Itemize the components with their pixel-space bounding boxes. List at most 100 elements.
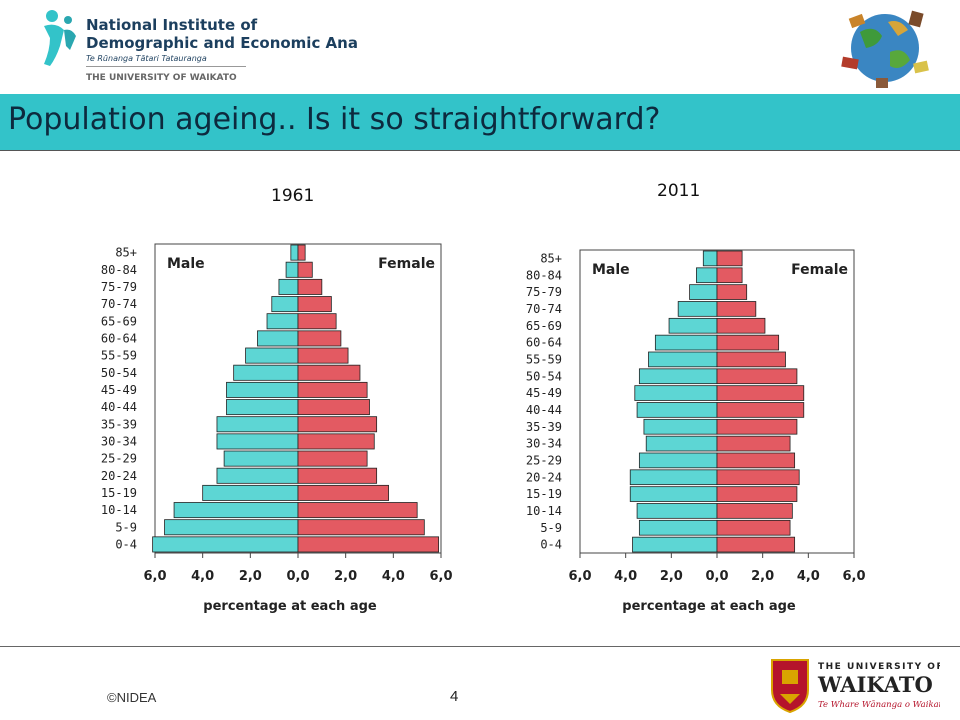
male-bar-20-24	[629, 469, 718, 486]
male-bar-65-69	[266, 313, 299, 330]
x-tick-label: 2,0	[660, 569, 683, 584]
male-bar-75-79	[278, 278, 299, 295]
female-bar-60-64	[297, 330, 342, 347]
female-bar-0-4	[716, 536, 796, 553]
age-label: 60-64	[101, 331, 137, 345]
female-bar-85+	[716, 250, 743, 267]
female-bar-5-9	[297, 519, 425, 536]
age-label: 20-24	[101, 469, 137, 483]
female-bar-50-54	[297, 364, 361, 381]
male-bar-70-74	[677, 301, 718, 317]
slide-title: Population ageing.. Is it so straightfor…	[8, 102, 661, 137]
male-bar-25-29	[223, 450, 299, 467]
female-bar-60-64	[716, 334, 780, 351]
male-bar-20-24	[216, 467, 299, 484]
male-bar-10-14	[173, 502, 299, 519]
female-bar-70-74	[716, 301, 757, 317]
female-bar-80-84	[716, 267, 743, 284]
chart-2011-title: 2011	[657, 181, 701, 201]
female-bar-0-4	[297, 536, 440, 553]
age-label: 25-29	[526, 453, 562, 467]
male-bar-80-84	[696, 267, 718, 284]
age-label: 45-49	[526, 386, 562, 400]
age-label: 40-44	[526, 403, 562, 417]
age-label: 5-9	[115, 520, 137, 534]
female-bar-40-44	[297, 399, 370, 416]
female-bar-15-19	[716, 486, 798, 502]
age-label: 70-74	[526, 302, 562, 316]
male-bar-40-44	[636, 402, 718, 418]
x-tick-label: 2,0	[239, 569, 262, 584]
x-tick-label: 2,0	[751, 569, 774, 584]
x-tick-label: 6,0	[143, 569, 166, 584]
x-tick-label: 6,0	[568, 569, 591, 584]
male-bar-40-44	[226, 399, 299, 416]
male-bar-10-14	[636, 503, 718, 519]
female-bar-10-14	[716, 503, 793, 519]
age-label: 40-44	[101, 400, 137, 414]
male-bar-60-64	[257, 330, 299, 347]
female-bar-40-44	[716, 402, 805, 418]
x-tick-label: 4,0	[614, 569, 637, 584]
male-bar-5-9	[164, 519, 299, 536]
female-bar-85+	[297, 244, 306, 261]
male-bar-0-4	[632, 536, 718, 553]
female-bar-20-24	[297, 467, 378, 484]
age-label: 30-34	[101, 434, 137, 448]
age-label: 10-14	[526, 504, 562, 518]
title-bar: Population ageing.. Is it so straightfor…	[0, 94, 960, 150]
age-label: 15-19	[526, 487, 562, 501]
age-label: 10-14	[101, 503, 137, 517]
female-bar-5-9	[716, 519, 791, 536]
age-label: 35-39	[101, 417, 137, 431]
pyramid-1961: 0-4 5-9 10-14 15-19 20-24 25-29 30-34 35-39 40-4…	[101, 243, 453, 614]
chart-1961-title: 1961	[271, 186, 315, 206]
age-label: 30-34	[526, 437, 562, 451]
female-bar-15-19	[297, 484, 389, 501]
university-line1: THE UNIVERSITY OF	[818, 662, 940, 672]
male-bar-50-54	[638, 368, 718, 385]
male-bar-25-29	[638, 452, 718, 469]
age-label: 50-54	[101, 366, 137, 380]
male-bar-85+	[702, 250, 718, 267]
age-label: 75-79	[101, 280, 137, 294]
page-number: 4	[450, 688, 459, 705]
female-bar-75-79	[297, 278, 323, 295]
age-label: 0-4	[115, 537, 137, 551]
x-tick-label: 0,0	[705, 569, 728, 584]
logo-divider	[86, 66, 246, 67]
male-bar-35-39	[643, 418, 718, 435]
male-bar-0-4	[152, 536, 299, 553]
male-bar-55-59	[648, 351, 718, 368]
age-label: 55-59	[101, 349, 137, 363]
age-label: 85+	[540, 251, 562, 265]
org-line1: National Institute of	[86, 16, 258, 34]
female-bar-65-69	[297, 313, 337, 330]
female-bar-65-69	[716, 317, 766, 334]
male-label: Male	[167, 256, 205, 272]
male-bar-15-19	[202, 484, 299, 501]
org-university: THE UNIVERSITY OF WAIKATO	[86, 73, 237, 83]
female-bar-25-29	[297, 450, 368, 467]
female-label: Female	[378, 256, 435, 272]
male-bar-85+	[290, 244, 299, 261]
male-label: Male	[592, 262, 630, 278]
age-label: 80-84	[526, 268, 562, 282]
female-label: Female	[791, 262, 848, 278]
female-bar-30-34	[716, 435, 791, 452]
age-label: 65-69	[101, 314, 137, 328]
university-motto: Te Whare Wānanga o Waikato	[818, 700, 940, 710]
org-line2: Demographic and Economic Analysis	[86, 34, 358, 52]
x-tick-label: 4,0	[797, 569, 820, 584]
female-bar-75-79	[716, 284, 748, 300]
age-label: 65-69	[526, 319, 562, 333]
female-bar-35-39	[716, 418, 798, 435]
x-tick-label: 6,0	[429, 569, 452, 584]
female-bar-30-34	[297, 433, 375, 450]
female-bar-55-59	[297, 347, 349, 364]
female-bar-20-24	[716, 469, 800, 486]
male-bar-60-64	[654, 334, 718, 351]
waikato-crest-icon	[771, 659, 809, 714]
age-label: 70-74	[101, 297, 137, 311]
